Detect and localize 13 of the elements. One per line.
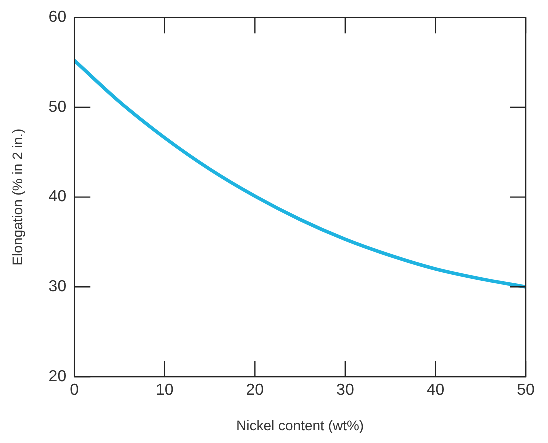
x-tick-label: 0 [70,382,80,400]
x-tick-label: 30 [336,382,354,400]
x-tick-label: 20 [246,382,264,400]
y-tick-label: 40 [48,188,67,206]
y-axis-title: Elongation (% in 2 in.) [9,128,26,266]
y-tick-label: 20 [48,368,67,386]
x-tick-label: 40 [426,382,445,400]
y-tick-label: 50 [48,98,67,116]
x-tick-label: 10 [156,382,174,400]
x-tick-label: 50 [517,382,535,400]
y-tick-label: 60 [48,9,67,26]
y-tick-label: 30 [48,278,67,296]
x-axis-title: Nickel content (wt%) [236,417,364,434]
